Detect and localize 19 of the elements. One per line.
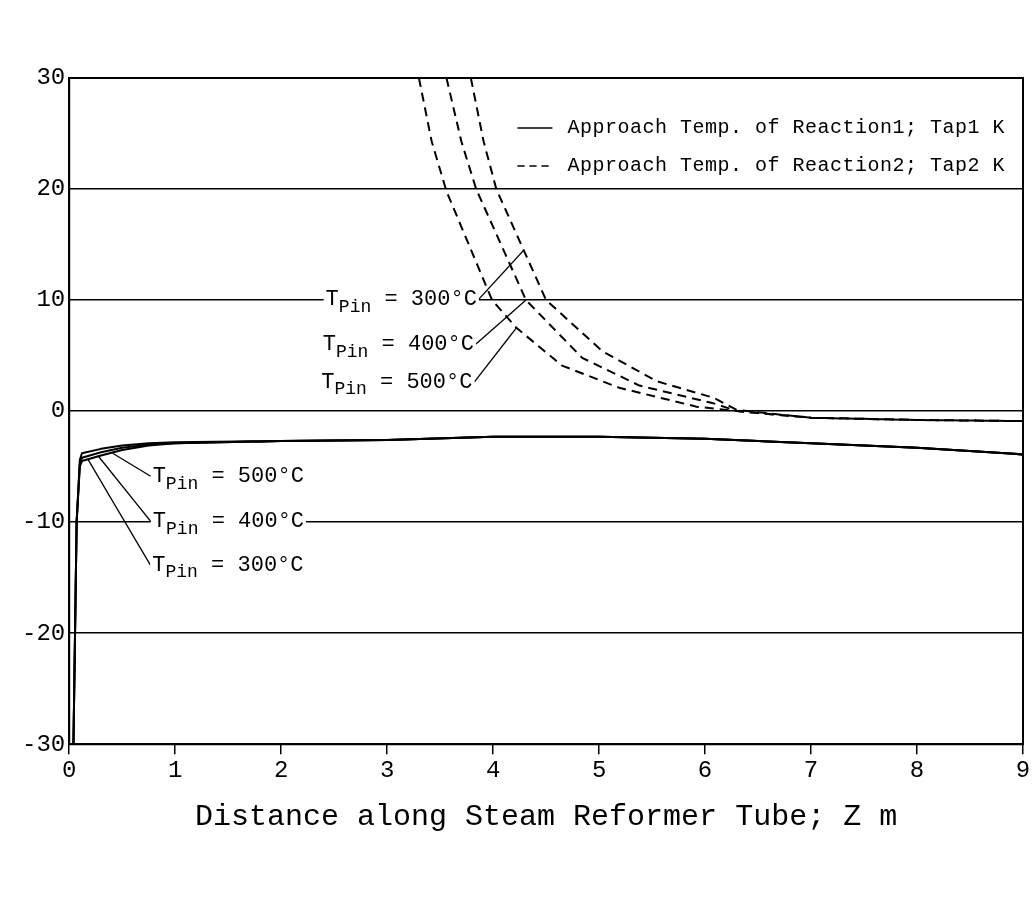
y-tick-label: -10 [21, 508, 66, 536]
y-tick-label: 20 [36, 175, 66, 203]
legend-label: Approach Temp. of Reaction1; Tap1 K [567, 116, 1006, 140]
y-tick-label: -30 [21, 730, 66, 758]
x-tick-label: 2 [273, 756, 289, 784]
y-tick-label: -20 [21, 619, 66, 647]
x-tick-label: 8 [909, 756, 925, 784]
x-tick-label: 4 [485, 756, 501, 784]
y-tick-label: 30 [36, 64, 66, 92]
legend-label: Approach Temp. of Reaction2; Tap2 K [567, 154, 1006, 178]
x-tick-label: 3 [379, 756, 395, 784]
x-tick-label: 7 [803, 756, 819, 784]
x-axis-title: Distance along Steam Reformer Tube; Z m [195, 799, 898, 834]
x-tick-label: 9 [1015, 756, 1031, 784]
x-tick-label: 1 [167, 756, 183, 784]
x-tick-label: 6 [697, 756, 713, 784]
x-tick-label: 5 [591, 756, 607, 784]
y-tick-label: 10 [36, 286, 66, 314]
y-tick-label: 0 [50, 397, 66, 425]
